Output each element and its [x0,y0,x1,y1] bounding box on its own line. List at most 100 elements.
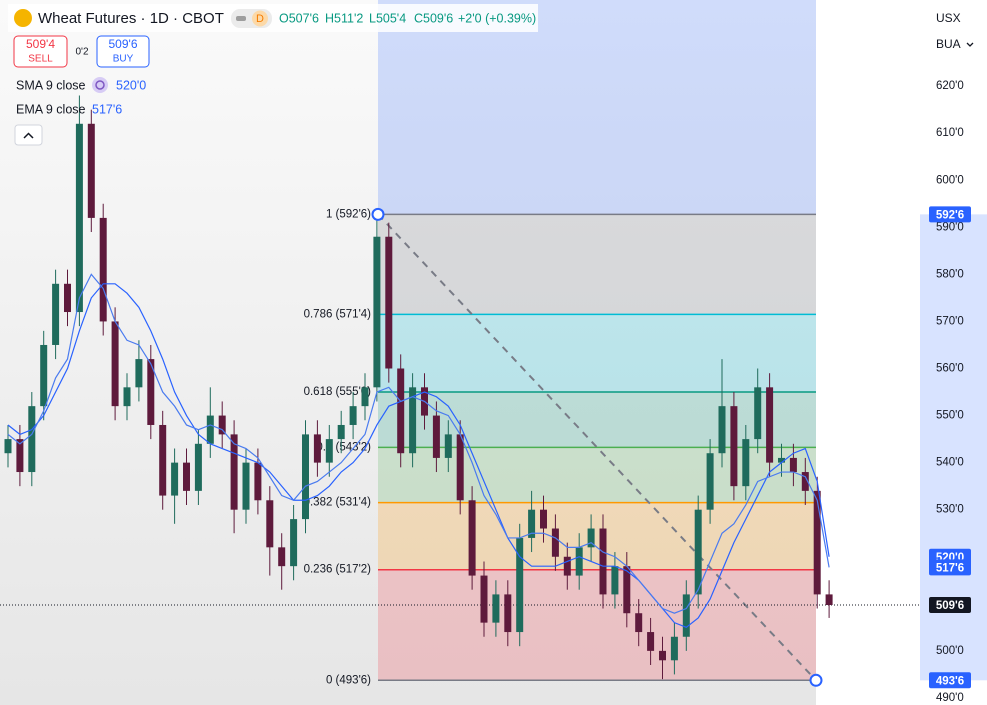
fib-band [378,314,816,393]
candle-body [789,457,797,473]
chart-background-right [816,0,920,705]
y-tick-label: 550'0 [936,410,964,422]
collapse-icon [23,132,34,139]
candle-body [444,434,452,458]
loading-icon [92,77,108,93]
sell-label: SELL [28,54,53,65]
ohlc-value: C509'6 [414,11,453,25]
candle-body [587,528,595,548]
y-tick-label: 620'0 [936,80,964,92]
candle-body [623,566,631,614]
candle-body [528,509,536,538]
candle-body [825,594,833,605]
candle-body [99,217,107,322]
candle-body [290,519,298,567]
moving-average-line [7,283,830,629]
candle-body [87,123,95,218]
fib-label: 0.382 (531'4) [304,497,372,509]
candle-body [159,424,167,496]
ohlc-value: O507'6 [279,11,319,25]
candle-body [373,236,381,388]
candle-body [551,528,559,557]
candle-body [266,500,274,548]
candle-body [611,566,619,595]
y-tick-label: 600'0 [936,174,964,186]
candle-body [40,344,48,407]
fib-handle[interactable] [371,207,385,221]
candle-body [135,359,143,388]
collapse-button[interactable] [14,124,43,146]
candle-body [183,462,190,491]
price-tag [929,596,971,613]
candle-body [64,283,71,313]
candle-body [742,439,750,487]
spread: 0'2 [75,47,88,58]
y-tick-label: 570'0 [936,315,964,327]
y-tick-label: 580'0 [936,268,964,280]
candle-body [171,462,179,496]
buy-button[interactable] [96,35,150,68]
fib-label: 0.618 (555'0) [304,386,372,398]
fib-band [378,392,816,448]
symbol-icon [14,9,32,27]
candle-body [766,387,774,463]
candle-body [456,434,464,501]
price-axis [920,0,987,705]
indicator-value: 520'0 [116,78,146,92]
candle-body [111,321,119,407]
candle-body [194,443,202,491]
indicator-value: 517'6 [92,102,122,116]
y-tick-label: 590'0 [936,221,964,233]
y-tick-label: 500'0 [936,645,964,657]
candle-body [492,594,500,623]
sell-price: 509'4 [26,37,55,51]
fib-trend-line [377,213,817,681]
candle-body [480,575,488,623]
candle-body [540,509,547,529]
candle-body [52,283,60,345]
candle-body [278,547,286,567]
candle-body [206,415,214,444]
fib-handle[interactable] [809,673,823,687]
candle-body [659,650,666,661]
moving-average-line [7,273,830,614]
indicator-name[interactable]: EMA 9 close [16,102,86,116]
loading-icon-ring [95,80,105,90]
candle-body [682,594,690,637]
unit-chevron [966,42,974,47]
fib-band [378,447,816,503]
candle-body [302,434,309,520]
price-tag-label: 592'6 [936,209,964,221]
candle-body [242,462,250,510]
fib-label: 0.786 (571'4) [304,308,372,320]
candle-body [670,636,678,661]
candle-body [563,556,571,576]
fib-top-band [378,0,816,215]
currency-select[interactable] [930,7,980,30]
y-tick-label: 530'0 [936,504,964,516]
fib-band [378,502,816,570]
candle-body [778,457,785,463]
candle-body [647,632,655,651]
candle-body [313,434,321,463]
candle-body [694,509,702,595]
currency: USX [936,11,961,25]
candle-body [468,500,476,576]
indicator-name[interactable]: SMA 9 close [16,78,86,92]
ohlc-value: L505'4 [369,11,406,25]
candle-body [504,594,512,633]
ohlc-value: H511'2 [325,11,363,25]
sell-button[interactable] [13,35,68,68]
unit: BUA [936,37,961,51]
candle-body [801,472,809,491]
candle-body [147,359,155,425]
y-tick-label: 560'0 [936,363,964,375]
price-tag-label: 517'6 [936,562,964,574]
unit-select[interactable] [930,33,980,56]
fib-label: 1 (592'6) [326,208,371,220]
badge-dot [236,16,246,21]
price-tag [929,672,971,689]
candle-body [813,490,821,595]
buy-price: 509'6 [109,37,138,51]
